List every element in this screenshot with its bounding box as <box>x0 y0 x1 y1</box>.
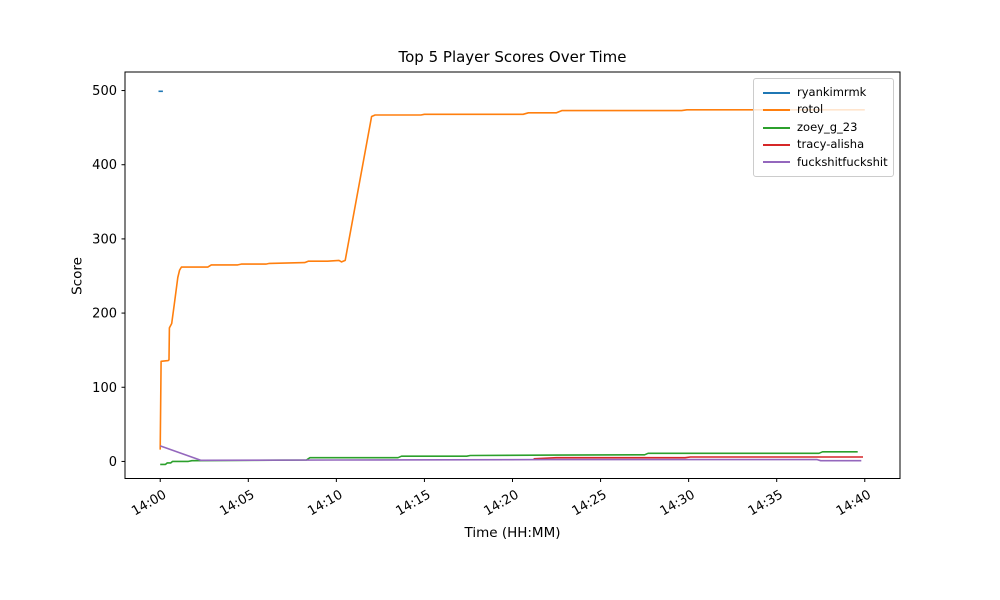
y-tick-label: 0 <box>109 455 117 470</box>
series-line-rotol <box>159 109 865 450</box>
y-tick-label: 100 <box>92 381 117 396</box>
x-tick-label: 14:40 <box>834 487 874 519</box>
series-line-zoey_g_23 <box>160 450 858 466</box>
legend-entry-zoey_g_23: zoey_g_23 <box>763 119 886 136</box>
legend-label: zoey_g_23 <box>797 119 858 134</box>
legend-label: ryankimrmk <box>797 84 867 99</box>
series-line-tracy-alisha <box>533 456 863 460</box>
series-line-fuckshitfuckshit <box>159 445 862 462</box>
legend: ryankimrmk rotol zoey_g_23 tracy-alisha fuck… <box>753 78 894 177</box>
legend-label: rotol <box>797 102 824 117</box>
legend-entry-tracy-alisha: tracy-alisha <box>763 136 886 153</box>
x-tick-label: 14:15 <box>393 487 433 519</box>
x-tick-label: 14:30 <box>658 487 698 519</box>
x-tick-label: 14:25 <box>570 487 610 519</box>
legend-line-swatch <box>763 161 790 164</box>
legend-line-swatch <box>763 126 790 129</box>
legend-line-swatch <box>763 143 790 146</box>
x-tick-label: 14:20 <box>482 487 522 519</box>
legend-entry-ryankimrmk: ryankimrmk <box>763 84 886 101</box>
y-tick-label: 200 <box>92 307 117 322</box>
x-tick-label: 14:35 <box>746 487 786 519</box>
y-tick-label: 400 <box>92 158 117 173</box>
x-tick-label: 14:10 <box>305 487 345 519</box>
legend-entry-fuckshitfuckshit: fuckshitfuckshit <box>763 154 888 171</box>
x-tick-label: 14:05 <box>217 487 257 519</box>
y-tick-label: 500 <box>92 84 117 99</box>
legend-line-swatch <box>763 91 790 94</box>
x-axis-label: Time (HH:MM) <box>464 525 561 541</box>
legend-label: fuckshitfuckshit <box>797 154 888 169</box>
x-tick-label: 14:00 <box>129 487 169 519</box>
chart-title: Top 5 Player Scores Over Time <box>398 48 627 66</box>
legend-entry-rotol: rotol <box>763 101 886 118</box>
legend-line-swatch <box>763 109 790 112</box>
y-tick-label: 300 <box>92 232 117 247</box>
legend-label: tracy-alisha <box>797 137 865 152</box>
y-axis-label: Score <box>69 257 86 295</box>
